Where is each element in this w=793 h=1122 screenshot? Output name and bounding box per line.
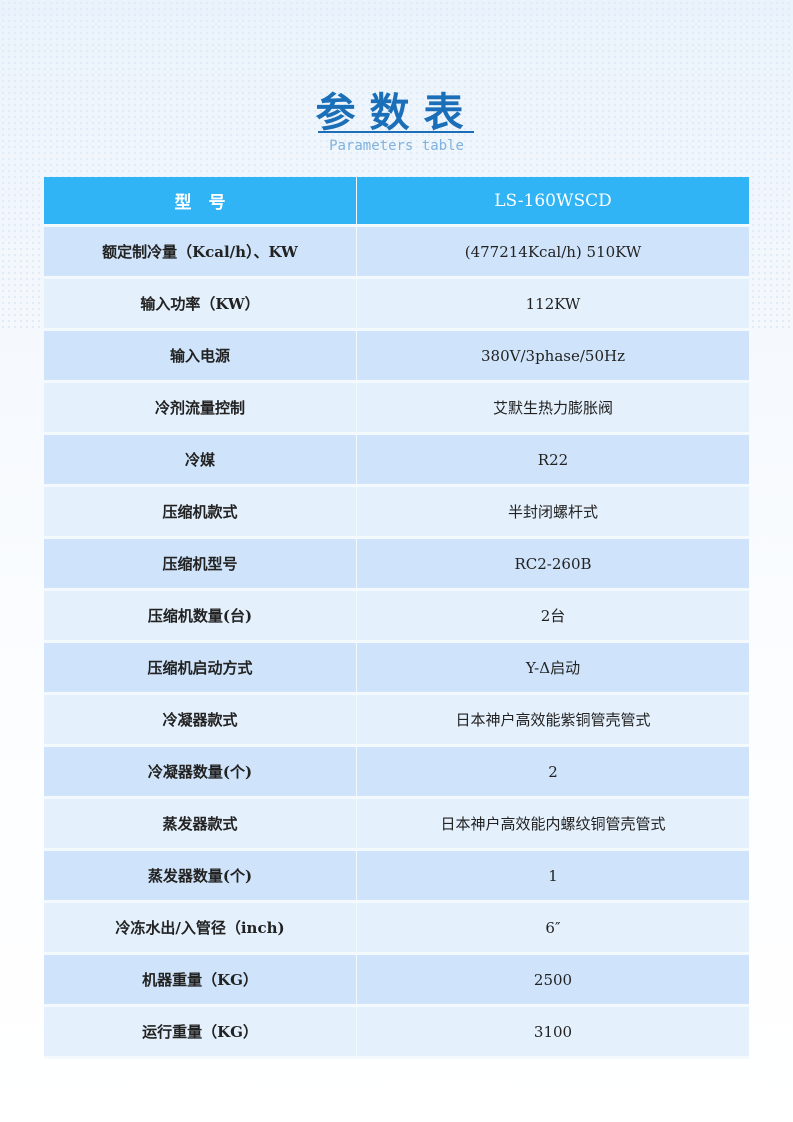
param-label: 压缩机款式 [44, 485, 357, 539]
table-row: 额定制冷量（Kcal/h）、KW (477214Kcal/h) 510KW [44, 225, 749, 279]
param-value: 3100 [356, 1005, 749, 1059]
param-value: 2500 [356, 953, 749, 1007]
parameters-table: 型 号 LS-160WSCD 额定制冷量（Kcal/h）、KW (477214Kc… [44, 177, 749, 1059]
param-value: 6″ [356, 901, 749, 955]
table-row: 运行重量（KG） 3100 [44, 1005, 749, 1059]
param-label: 蒸发器数量(个) [44, 849, 357, 903]
page-title: 参数表 [315, 89, 478, 136]
title-underline [318, 131, 474, 133]
table-header-row: 型 号 LS-160WSCD [44, 177, 749, 227]
table-row: 冷媒 R22 [44, 433, 749, 487]
table-row: 压缩机启动方式 Y-Δ启动 [44, 641, 749, 695]
param-label: 冷凝器数量(个) [44, 745, 357, 799]
param-value: Y-Δ启动 [356, 641, 749, 695]
param-label: 冷媒 [44, 433, 357, 487]
table-row: 冷凝器数量(个) 2 [44, 745, 749, 799]
table-row: 压缩机型号 RC2-260B [44, 537, 749, 591]
header-label: 型 号 [44, 177, 357, 227]
param-value: 2台 [356, 589, 749, 643]
param-value: 半封闭螺杆式 [356, 485, 749, 539]
table-row: 冷剂流量控制 艾默生热力膨胀阀 [44, 381, 749, 435]
param-label: 冷凝器款式 [44, 693, 357, 747]
param-label: 输入电源 [44, 329, 357, 383]
table-row: 输入电源 380V/3phase/50Hz [44, 329, 749, 383]
param-value: 1 [356, 849, 749, 903]
table-row: 冷冻水出/入管径（inch) 6″ [44, 901, 749, 955]
table-row: 压缩机数量(台) 2台 [44, 589, 749, 643]
param-value: 112KW [356, 277, 749, 331]
header-value: LS-160WSCD [356, 177, 749, 227]
param-value: R22 [356, 433, 749, 487]
param-label: 蒸发器款式 [44, 797, 357, 851]
param-label: 压缩机启动方式 [44, 641, 357, 695]
param-label: 冷剂流量控制 [44, 381, 357, 435]
param-value: 2 [356, 745, 749, 799]
param-value: 380V/3phase/50Hz [356, 329, 749, 383]
param-label: 输入功率（KW） [44, 277, 357, 331]
table-row: 蒸发器数量(个) 1 [44, 849, 749, 903]
table-row: 压缩机款式 半封闭螺杆式 [44, 485, 749, 539]
table-row: 蒸发器款式 日本神户高效能内螺纹铜管壳管式 [44, 797, 749, 851]
table-row: 机器重量（KG） 2500 [44, 953, 749, 1007]
table-row: 输入功率（KW） 112KW [44, 277, 749, 331]
page-subtitle: Parameters table [329, 138, 464, 154]
param-label: 压缩机数量(台) [44, 589, 357, 643]
param-label: 压缩机型号 [44, 537, 357, 591]
param-label: 额定制冷量（Kcal/h）、KW [44, 225, 357, 279]
param-label: 运行重量（KG） [44, 1005, 357, 1059]
param-value: 日本神户高效能内螺纹铜管壳管式 [356, 797, 749, 851]
table-row: 冷凝器款式 日本神户高效能紫铜管壳管式 [44, 693, 749, 747]
param-value: 日本神户高效能紫铜管壳管式 [356, 693, 749, 747]
param-value: (477214Kcal/h) 510KW [356, 225, 749, 279]
param-value: 艾默生热力膨胀阀 [356, 381, 749, 435]
param-label: 冷冻水出/入管径（inch) [44, 901, 357, 955]
param-label: 机器重量（KG） [44, 953, 357, 1007]
param-value: RC2-260B [356, 537, 749, 591]
